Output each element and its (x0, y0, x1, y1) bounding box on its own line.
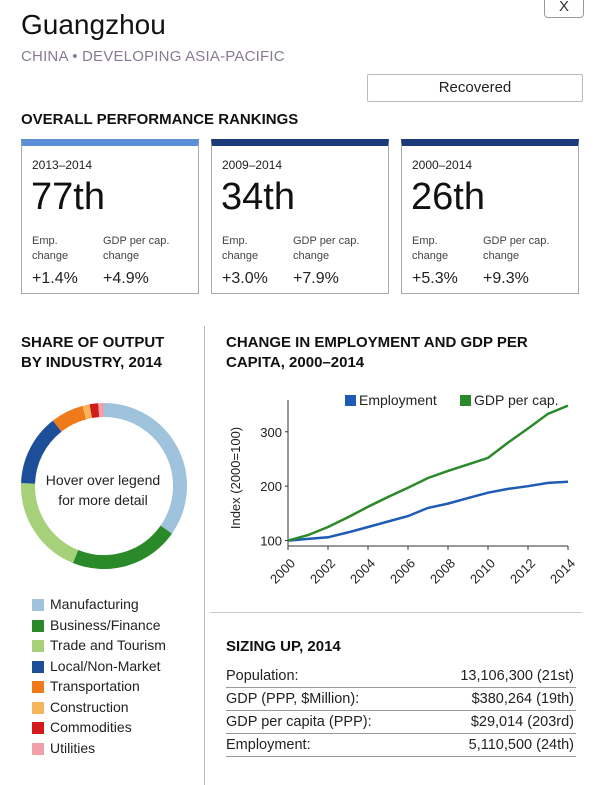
sizing-row-gdp-per-capita: GDP per capita (PPP): $29,014 (203rd) (226, 711, 576, 734)
employment-gdp-line-chart: 100 200 300 2000 2002 2004 2006 2008 2010 2012 201… (228, 392, 578, 587)
y-tick-label: 100 (260, 534, 282, 549)
legend-label: Construction (50, 698, 129, 715)
card-period: 2000–2014 (412, 158, 473, 172)
card-period: 2013–2014 (32, 158, 93, 172)
legend-label: Local/Non-Market (50, 657, 161, 674)
emp-change-value: +5.3% (412, 270, 458, 287)
y-tick-label: 200 (260, 479, 282, 494)
gdp-change-value: +4.9% (103, 270, 149, 287)
y-tick-label: 300 (260, 425, 282, 440)
donut-hint: Hover over legend for more detail (45, 472, 161, 508)
sizing-label: Employment: (226, 737, 311, 753)
sizing-label: GDP per capita (PPP): (226, 714, 372, 730)
sizing-value: 5,110,500 (24th) (468, 737, 574, 753)
gdp-change-label: GDP per cap. change (293, 235, 360, 262)
donut-segment-commodities[interactable] (89, 403, 100, 419)
legend-swatch (460, 395, 471, 406)
x-tick-label: 2000 (267, 556, 298, 587)
x-tick-label: 2006 (387, 556, 418, 587)
donut-segment-local-non-market[interactable] (21, 420, 62, 484)
legend-swatch (32, 722, 44, 734)
region-subtitle: CHINA • DEVELOPING ASIA-PACIFIC (21, 48, 285, 65)
emp-change-value: +3.0% (222, 270, 268, 287)
emp-change-label: Emp. change (32, 235, 69, 262)
card-rank: 26th (411, 176, 485, 218)
legend-label: Manufacturing (50, 596, 139, 612)
chart-title: CHANGE IN EMPLOYMENT AND GDP PER CAPITA,… (226, 334, 528, 371)
column-divider (204, 326, 205, 785)
gdp-change-label: GDP per cap. change (103, 235, 170, 262)
legend-swatch (32, 660, 44, 673)
legend-swatch (345, 395, 356, 406)
emp-change-label: Emp. change (222, 235, 259, 262)
status-badge: Recovered (367, 74, 583, 102)
sizing-title: SIZING UP, 2014 (226, 638, 341, 655)
ranking-card-2009-2014: 2009–2014 34th Emp. change GDP per cap. ch… (211, 139, 389, 294)
section-divider (210, 612, 582, 613)
sizing-row-population: Population: 13,106,300 (21st) (226, 665, 576, 688)
ranking-card-2000-2014: 2000–2014 26th Emp. change GDP per cap. ch… (401, 139, 579, 294)
rankings-title: OVERALL PERFORMANCE RANKINGS (21, 111, 299, 128)
legend-item-local-non-market[interactable]: Local/Non-Market (32, 658, 202, 678)
sizing-label: Population: (226, 668, 299, 684)
series-line-employment (287, 480, 569, 542)
card-rank: 34th (221, 176, 295, 218)
sizing-row-gdp: GDP (PPP, $Million): $380,264 (19th) (226, 688, 576, 711)
legend-swatch (32, 701, 44, 714)
gdp-change-label: GDP per cap. change (483, 235, 550, 262)
legend-item-commodities[interactable]: Commodities (32, 719, 202, 739)
legend-swatch (32, 681, 44, 693)
legend-item-manufacturing[interactable]: Manufacturing (32, 596, 202, 616)
legend-item-transportation[interactable]: Transportation (32, 678, 202, 698)
share-title: SHARE OF OUTPUT BY INDUSTRY, 2014 (21, 334, 165, 371)
legend-swatch (32, 599, 44, 611)
legend-item-utilities[interactable]: Utilities (32, 740, 202, 760)
sizing-label: GDP (PPP, $Million): (226, 691, 360, 707)
donut-segment-transportation[interactable] (52, 405, 87, 432)
x-tick-label: 2008 (427, 556, 458, 587)
legend-swatch (32, 640, 44, 652)
x-tick-label: 2010 (467, 556, 498, 587)
close-button[interactable]: X (544, 0, 584, 18)
y-axis-label: Index (2000=100) (228, 427, 243, 529)
x-tick-label: 2014 (547, 556, 578, 587)
emp-change-value: +1.4% (32, 270, 78, 287)
x-tick-label: 2004 (347, 556, 378, 587)
ranking-card-2013-2014: 2013–2014 77th Emp. change GDP per cap. ch… (21, 139, 199, 294)
x-tick-label: 2012 (507, 556, 538, 587)
industry-donut-chart[interactable] (18, 400, 190, 572)
gdp-change-value: +9.3% (483, 270, 529, 287)
legend-item-business-finance[interactable]: Business/Finance (32, 617, 202, 637)
sizing-value: $380,264 (19th) (471, 691, 574, 707)
donut-segment-manufacturing[interactable] (103, 403, 187, 534)
x-tick-label: 2002 (307, 556, 338, 587)
legend-label: Commodities (50, 719, 132, 735)
legend-item-trade-tourism[interactable]: Trade and Tourism (32, 637, 202, 657)
sizing-row-employment: Employment: 5,110,500 (24th) (226, 734, 576, 757)
legend-item-construction[interactable]: Construction (32, 699, 202, 719)
donut-segment-business-finance[interactable] (72, 525, 172, 569)
legend-label: Employment (359, 392, 437, 408)
card-period: 2009–2014 (222, 158, 283, 172)
legend-label: Business/Finance (50, 616, 161, 633)
legend-label: Trade and Tourism (50, 637, 166, 653)
sizing-value: $29,014 (203rd) (470, 714, 574, 730)
series-line-gdp-per-cap (287, 404, 569, 542)
emp-change-label: Emp. change (412, 235, 449, 262)
legend-label: Transportation (50, 678, 140, 694)
card-rank: 77th (31, 176, 105, 218)
donut-segment-trade-and-tourism[interactable] (21, 483, 79, 563)
sizing-value: 13,106,300 (21st) (460, 668, 574, 684)
legend-label: GDP per cap. (474, 392, 559, 408)
legend-label: Utilities (50, 739, 96, 756)
gdp-change-value: +7.9% (293, 270, 339, 287)
city-title: Guangzhou (21, 9, 166, 40)
donut-segment-construction[interactable] (82, 404, 93, 420)
legend-swatch (32, 619, 44, 632)
legend-swatch (32, 742, 44, 755)
